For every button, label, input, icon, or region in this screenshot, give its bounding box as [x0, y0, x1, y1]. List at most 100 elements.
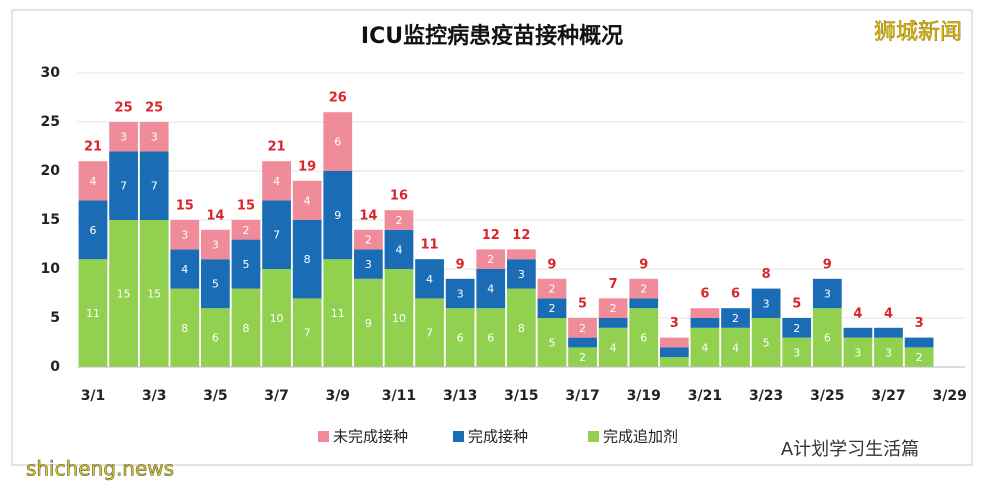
segment-label: 2 [548, 302, 555, 315]
segment-label: 2 [640, 283, 647, 296]
segment-label: 3 [518, 268, 525, 281]
bar-segment [598, 318, 628, 328]
bar-segment [721, 327, 750, 367]
segment-label: 4 [487, 283, 494, 296]
bar-segment [506, 288, 536, 367]
segment-label: 3 [120, 131, 127, 144]
bar-segment [231, 239, 261, 289]
total-label: 12 [482, 228, 500, 243]
total-label: 25 [115, 101, 133, 116]
total-label: 9 [547, 257, 556, 272]
total-label: 4 [884, 306, 893, 321]
total-label: 6 [731, 287, 740, 302]
segment-label: 3 [793, 346, 800, 359]
y-tick-label: 10 [41, 261, 61, 277]
total-label: 9 [639, 257, 648, 272]
segment-label: 4 [732, 341, 739, 354]
bar-segment [476, 308, 506, 367]
bar-segment [598, 327, 628, 367]
legend-swatch [588, 431, 599, 442]
segment-label: 6 [334, 136, 341, 149]
bar-segment [598, 298, 628, 318]
bar-segment [843, 327, 873, 338]
bar-segment [262, 200, 291, 269]
bar-segment [690, 308, 720, 318]
segment-label: 2 [548, 283, 555, 296]
bar-segment [353, 249, 383, 279]
bar-segment [629, 278, 659, 299]
bar-segment [170, 288, 200, 367]
legend-swatch [453, 431, 464, 442]
bar-segment [262, 269, 291, 367]
bar-segment [751, 318, 781, 367]
bar-segment [353, 278, 383, 367]
bar-segment [568, 347, 597, 367]
segment-label: 7 [426, 327, 433, 340]
segment-label: 6 [457, 332, 464, 345]
segment-label: 10 [270, 312, 284, 325]
total-label: 15 [237, 199, 255, 214]
bar-segment [874, 337, 903, 367]
bar-segment [231, 288, 261, 367]
total-label: 14 [206, 208, 224, 223]
bar-segment [201, 229, 230, 260]
segment-label: 7 [304, 327, 311, 340]
x-tick-label: 3/11 [382, 388, 416, 404]
segment-label: 2 [732, 312, 739, 325]
total-label: 25 [145, 101, 163, 116]
bar-segment [292, 180, 322, 220]
segment-label: 2 [579, 351, 586, 364]
segment-label: 6 [640, 332, 647, 345]
bar-segment [78, 200, 108, 260]
segment-label: 4 [610, 341, 617, 354]
segment-label: 7 [151, 180, 158, 193]
total-label: 4 [853, 306, 862, 321]
bar-segment [904, 347, 934, 367]
bar-segment [323, 112, 353, 171]
legend-label: 未完成接种 [333, 428, 408, 446]
bar-segment [109, 122, 138, 152]
total-label: 9 [823, 257, 832, 272]
bar-segment [415, 259, 444, 299]
x-tick-label: 3/1 [81, 388, 106, 404]
x-tick-label: 3/27 [871, 388, 905, 404]
x-tick-label: 3/13 [443, 388, 477, 404]
segment-label: 3 [151, 131, 158, 144]
x-tick-label: 3/25 [810, 388, 844, 404]
segment-label: 6 [212, 332, 219, 345]
segment-label: 4 [273, 175, 280, 188]
legend-label: 完成追加剂 [603, 428, 678, 446]
y-tick-label: 5 [50, 310, 60, 326]
watermark: A计划学习生活篇 [781, 439, 919, 460]
segment-label: 9 [365, 317, 372, 330]
chart-title: ICU监控病患疫苗接种概况 [361, 23, 623, 49]
bar-segment [721, 308, 750, 328]
bar-segment [812, 308, 842, 367]
bar-segment [139, 122, 169, 152]
segment-label: 4 [181, 263, 188, 276]
segment-label: 5 [212, 278, 219, 291]
bar-segment [476, 269, 506, 309]
segment-label: 4 [395, 243, 402, 256]
segment-label: 2 [365, 234, 372, 247]
segment-label: 8 [181, 322, 188, 335]
bar-segment [78, 259, 108, 367]
bar-segment [659, 337, 689, 348]
watermark: shicheng.news [26, 457, 174, 481]
segment-label: 5 [242, 258, 249, 271]
bar-segment [201, 308, 230, 367]
segment-label: 4 [426, 273, 433, 286]
bar-segment [231, 220, 261, 240]
segment-label: 3 [365, 258, 372, 271]
segment-label: 7 [273, 229, 280, 242]
segment-label: 6 [89, 224, 96, 237]
bar-segment [659, 347, 689, 358]
x-tick-label: 3/9 [325, 388, 350, 404]
segment-label: 6 [487, 332, 494, 345]
bar-segment [323, 259, 353, 367]
bar-segment [353, 229, 383, 250]
watermark: 狮城新闻 [874, 20, 962, 45]
bar-segment [843, 337, 873, 367]
segment-label: 2 [916, 351, 923, 364]
y-tick-label: 20 [41, 163, 61, 179]
